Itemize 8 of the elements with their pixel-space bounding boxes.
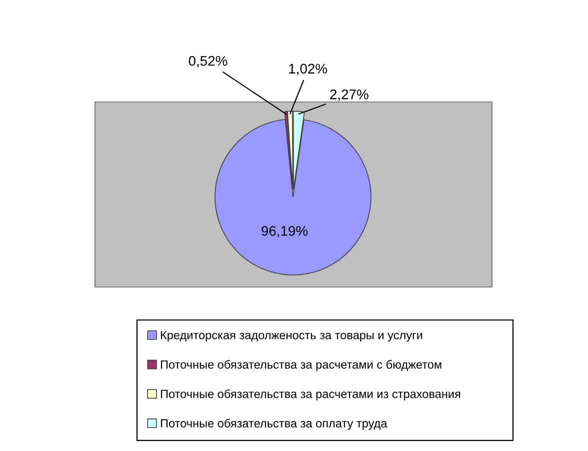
data-label: 2,27%: [330, 89, 368, 101]
legend-label: Поточные обязательства за оплату труда: [160, 418, 388, 430]
data-label: 0,52%: [188, 56, 228, 68]
data-label: 1,02%: [289, 64, 328, 76]
legend-label: Поточные обязательства за расчетами из страхования: [160, 389, 460, 400]
legend-label: Кредиторская задолженость за товары и услуги: [160, 331, 422, 342]
legend-label: Поточные обязательства за расчетами с бюджетом: [160, 360, 442, 372]
data-label: 96,19%: [262, 226, 308, 238]
